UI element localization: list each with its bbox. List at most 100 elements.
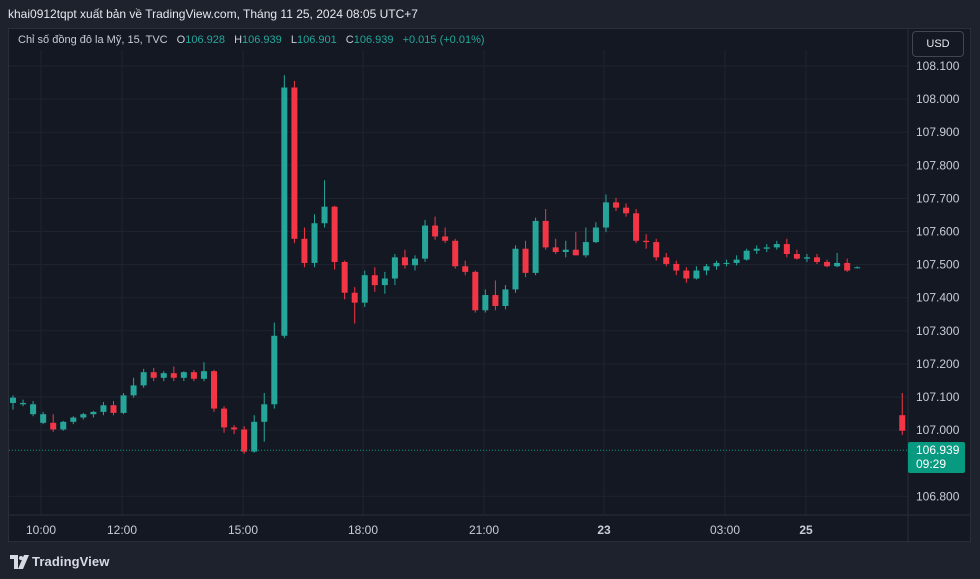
candle-body — [331, 206, 338, 262]
candle-body — [90, 411, 97, 415]
candles — [10, 75, 906, 454]
high-value: 106.939 — [242, 34, 282, 46]
candle-body — [100, 405, 107, 412]
candle-body — [160, 373, 167, 378]
candle-body — [783, 244, 790, 255]
bar-countdown: 09:29 — [916, 457, 947, 471]
candle-body — [492, 295, 499, 306]
candle-body — [140, 372, 147, 386]
candle-body — [673, 263, 680, 271]
chart-frame[interactable] — [8, 28, 971, 542]
x-tick-label: 23 — [597, 523, 611, 537]
y-tick-label: 107.200 — [916, 357, 960, 371]
last-price-tag: 106.939 09:29 — [908, 442, 965, 473]
candle-body — [50, 422, 57, 430]
candle-body — [683, 270, 690, 279]
candle-body — [150, 372, 157, 378]
y-axis-ticks: 108.100 108.000 107.900 107.800 107.700 107.6… — [916, 59, 960, 503]
candle-body — [643, 240, 650, 243]
brand-name[interactable]: TradingView — [32, 554, 110, 569]
candle-body — [602, 202, 609, 228]
open-value: 106.928 — [185, 34, 225, 46]
candle-body — [221, 408, 228, 428]
candle-body — [361, 275, 368, 303]
y-tick-label: 107.300 — [916, 324, 960, 338]
footer: TradingView — [0, 545, 980, 579]
y-tick-label: 108.000 — [916, 92, 960, 106]
candle-body — [30, 404, 37, 415]
candle-body — [241, 429, 248, 452]
candle-body — [713, 262, 720, 267]
candle-body — [834, 262, 841, 267]
close-value: 106.939 — [353, 34, 394, 46]
publish-header: khai0912tqpt xuất bản về TradingView.com… — [0, 0, 980, 28]
candle-body — [552, 247, 559, 253]
candle-body — [462, 266, 469, 272]
candle-body — [351, 292, 358, 303]
grid-lines — [9, 50, 908, 515]
legend: Chỉ số đồng đô la Mỹ, 15, TVC O106.928 H… — [18, 34, 485, 50]
candle-body — [432, 225, 439, 237]
candle-body — [793, 254, 800, 259]
y-tick-label: 107.700 — [916, 191, 960, 205]
tradingview-logo-icon[interactable] — [10, 555, 30, 569]
candle-body — [542, 220, 549, 248]
low-value: 106.901 — [296, 34, 337, 46]
y-tick-label: 107.400 — [916, 291, 960, 305]
x-axis-ticks: 10:00 12:00 15:00 18:00 21:00 23 03:00 25 — [26, 523, 813, 537]
candle-body — [844, 262, 851, 271]
candle-body — [653, 242, 660, 258]
candle-body — [130, 385, 137, 396]
candle-body — [854, 267, 861, 269]
candle-body — [70, 417, 77, 422]
currency-button[interactable]: USD — [912, 31, 964, 57]
x-tick-label: 21:00 — [469, 523, 499, 537]
candle-body — [763, 247, 770, 249]
low-label: L — [290, 34, 297, 46]
candle-body — [452, 240, 459, 267]
x-tick-label: 15:00 — [228, 523, 258, 537]
candle-body — [723, 262, 730, 264]
candle-body — [110, 405, 117, 413]
candle-body — [311, 223, 318, 263]
publish-line: khai0912tqpt xuất bản về TradingView.com… — [8, 7, 418, 21]
x-tick-label: 10:00 — [26, 523, 56, 537]
y-tick-label: 107.900 — [916, 125, 960, 139]
candle-body — [381, 278, 388, 286]
candle-body — [753, 248, 760, 251]
candle-body — [251, 421, 258, 452]
candle-body — [190, 372, 197, 379]
candle-body — [743, 250, 750, 260]
candle-body — [442, 236, 449, 241]
x-tick-label: 12:00 — [107, 523, 137, 537]
axis-separators — [8, 28, 971, 542]
y-tick-label: 108.100 — [916, 59, 960, 73]
candle-body — [80, 414, 87, 418]
candle-body — [613, 202, 619, 208]
candle-body — [899, 415, 906, 431]
candle-body — [170, 373, 177, 378]
open-label: O — [176, 34, 186, 46]
candle-body — [582, 242, 589, 256]
change-value: +0.015 (+0.01%) — [402, 34, 485, 46]
candle-body — [20, 402, 27, 405]
candle-body — [693, 270, 700, 279]
candle-body — [502, 289, 509, 306]
close-label: C — [345, 34, 354, 46]
candle-body — [562, 249, 569, 253]
candle-body — [532, 220, 539, 273]
candle-body — [301, 238, 308, 263]
candle-body — [814, 257, 820, 262]
candle-body — [261, 404, 268, 422]
candle-body — [231, 427, 238, 430]
candle-body — [291, 87, 298, 239]
y-tick-label: 107.500 — [916, 258, 960, 272]
candle-body — [281, 87, 288, 336]
candle-body — [321, 206, 328, 224]
last-price-value: 106.939 — [916, 443, 960, 457]
y-tick-label: 107.600 — [916, 225, 960, 239]
candle-body — [60, 421, 67, 430]
candle-body — [803, 257, 810, 259]
x-tick-label: 25 — [799, 523, 813, 537]
